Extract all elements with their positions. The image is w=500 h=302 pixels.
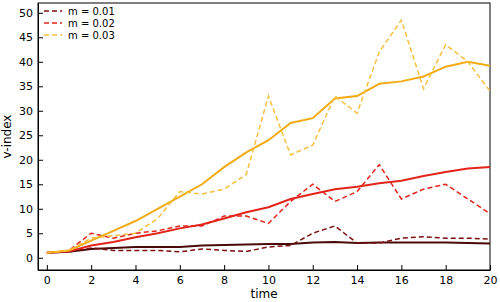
- tick: 18: [439, 265, 453, 287]
- legend: m = 0.01m = 0.02m = 0.03: [44, 6, 115, 41]
- tick: 15: [19, 178, 43, 191]
- tick-mark: [38, 62, 43, 63]
- tick: 20: [19, 154, 43, 167]
- series-line: [47, 62, 490, 253]
- tick: 40: [19, 56, 43, 69]
- legend-label: m = 0.03: [68, 30, 115, 41]
- tick-label: 10: [262, 274, 276, 287]
- tick: 25: [19, 129, 43, 142]
- tick: 10: [262, 265, 276, 287]
- tick-mark: [38, 160, 43, 161]
- tick-label: 35: [19, 80, 33, 93]
- tick-label: 10: [19, 203, 33, 216]
- tick-mark: [38, 111, 43, 112]
- series-line: [47, 20, 490, 253]
- series-line: [47, 165, 490, 253]
- legend-label: m = 0.02: [68, 18, 115, 29]
- tick-mark: [446, 265, 447, 270]
- plot: 0 2 4 6 8 10 12 14 16 18 20 0 5 10 15 20 25 30 35 40 45 50 m =…: [19, 3, 498, 287]
- tick-mark: [38, 209, 43, 210]
- axis-line: [38, 4, 39, 271]
- tick-label: 30: [19, 105, 33, 118]
- tick: 6: [177, 265, 184, 287]
- tick-label: 4: [132, 274, 139, 287]
- tick-label: 15: [19, 178, 33, 191]
- legend-swatch: [44, 22, 62, 24]
- series-line: [47, 167, 490, 253]
- tick-label: 20: [19, 154, 33, 167]
- tick: 30: [19, 105, 43, 118]
- tick-label: 6: [177, 274, 184, 287]
- tick: 12: [306, 265, 320, 287]
- tick-label: 12: [306, 274, 320, 287]
- tick: 14: [351, 265, 365, 287]
- tick-label: 40: [19, 56, 33, 69]
- tick: 20: [484, 265, 498, 287]
- y-axis-title: v-index: [0, 115, 14, 159]
- x-axis: 0 2 4 6 8 10 12 14 16 18 20: [39, 265, 498, 287]
- tick-label: 50: [19, 7, 33, 20]
- lines: [47, 20, 490, 253]
- tick-mark: [268, 265, 269, 270]
- tick: 45: [19, 31, 43, 44]
- tick-mark: [38, 135, 43, 136]
- tick-label: 5: [26, 227, 33, 240]
- tick-mark: [490, 265, 491, 270]
- legend-swatch: [44, 34, 62, 36]
- tick-mark: [357, 265, 358, 270]
- tick: 16: [395, 265, 409, 287]
- tick-mark: [38, 86, 43, 87]
- tick-mark: [38, 258, 43, 259]
- tick-label: 18: [439, 274, 453, 287]
- y-axis: 0 5 10 15 20 25 30 35 40 45 50: [19, 4, 43, 271]
- tick-label: 0: [44, 274, 51, 287]
- tick: 5: [26, 227, 43, 240]
- tick-mark: [313, 265, 314, 270]
- tick-mark: [224, 265, 225, 270]
- legend-label: m = 0.01: [68, 6, 115, 17]
- tick-label: 25: [19, 129, 33, 142]
- tick-mark: [38, 13, 43, 14]
- tick-mark: [135, 265, 136, 270]
- tick-label: 45: [19, 31, 33, 44]
- tick-mark: [91, 265, 92, 270]
- tick: 4: [132, 265, 139, 287]
- tick-label: 0: [26, 252, 33, 265]
- tick-label: 16: [395, 274, 409, 287]
- x-axis-title: time: [250, 287, 277, 301]
- tick: 0: [26, 252, 43, 265]
- tick-label: 2: [88, 274, 95, 287]
- tick: 2: [88, 265, 95, 287]
- tick-mark: [401, 265, 402, 270]
- tick: 50: [19, 7, 43, 20]
- tick-mark: [38, 37, 43, 38]
- tick-mark: [38, 233, 43, 234]
- tick: 10: [19, 203, 43, 216]
- tick-mark: [180, 265, 181, 270]
- tick-mark: [38, 184, 43, 185]
- tick-label: 14: [351, 274, 365, 287]
- tick-mark: [47, 265, 48, 270]
- plot-frame: [38, 3, 490, 270]
- tick: 8: [221, 265, 228, 287]
- tick: 35: [19, 80, 43, 93]
- axis-line: [39, 270, 491, 271]
- chart: 0 2 4 6 8 10 12 14 16 18 20 0 5 10 15 20 25 30 35 40 45 50 m =…: [0, 0, 500, 302]
- legend-swatch: [44, 10, 62, 12]
- tick: 0: [44, 265, 51, 287]
- tick-label: 20: [484, 274, 498, 287]
- series-line: [47, 242, 490, 253]
- tick-label: 8: [221, 274, 228, 287]
